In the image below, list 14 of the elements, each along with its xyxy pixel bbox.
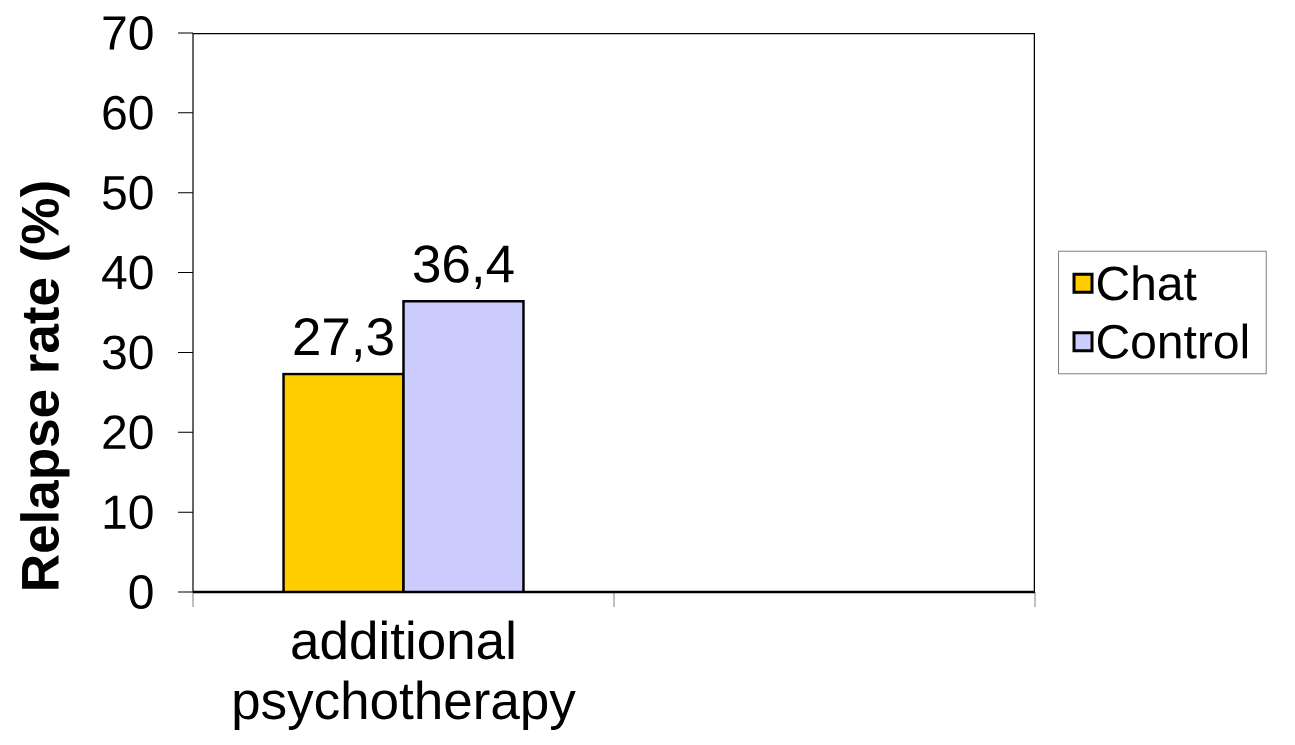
y-tick-label: 70 bbox=[103, 16, 153, 50]
data-label: 27,3 bbox=[294, 317, 393, 362]
y-tick-label: 30 bbox=[102, 335, 153, 370]
y-tick-label: 40 bbox=[102, 255, 153, 290]
legend-label: Control bbox=[1097, 323, 1248, 359]
y-axis-title: Relapse rate (%) bbox=[20, 182, 70, 589]
legend-label: Chat bbox=[1097, 265, 1197, 301]
y-tick-label: 20 bbox=[103, 415, 153, 450]
y-tick-label: 50 bbox=[103, 175, 153, 210]
data-label: 36,4 bbox=[413, 245, 514, 290]
y-tick-label: 0 bbox=[129, 575, 153, 609]
y-tick-label: 60 bbox=[103, 95, 153, 130]
y-tick-label: 10 bbox=[104, 495, 153, 530]
x-tick-label: additional psychotherapy bbox=[234, 620, 576, 730]
